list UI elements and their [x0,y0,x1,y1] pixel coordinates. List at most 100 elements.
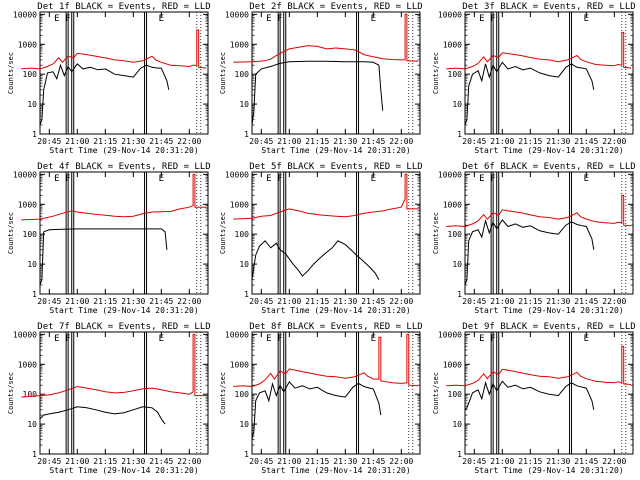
x-tick-label: 21:30 [121,457,145,466]
lld-series-line [21,333,207,398]
events-series-line [39,406,166,425]
x-tick-label: 21:15 [93,297,117,306]
x-tick-label: 21:15 [305,137,329,146]
marker-label: E [584,14,589,24]
plot-frame [251,331,421,455]
x-tick-label: 22:00 [389,457,413,466]
x-axis-label: Start Time (29-Nov-14 20:31:20) [261,146,410,155]
marker-label: E [371,334,376,344]
panel-title: Det 2f BLACK = Events, RED = LLD [249,2,422,12]
events-series-line [464,380,595,411]
x-tick-label: 22:00 [389,137,413,146]
marker-label: E [371,174,376,184]
x-tick-label: 21:15 [305,457,329,466]
x-tick-label: 20:45 [37,297,61,306]
x-tick-label: 20:45 [249,137,273,146]
y-tick-label: 1 [32,290,37,299]
lld-series-line [233,173,419,220]
lld-series-line [21,173,207,221]
marker-label: E [266,334,271,344]
y-tick-label: 1 [32,450,37,459]
panel-title: Det 4f BLACK = Events, RED = LLD [37,162,210,172]
marker-label: F [65,14,70,24]
x-tick-label: 21:15 [93,137,117,146]
x-tick-label: 22:00 [602,297,626,306]
y-tick-label: 10000 [438,10,462,19]
y-tick-label: 100 [23,230,38,239]
detector-panel: Det 9f BLACK = Events, RED = LLD 1 10 100 10… [432,322,636,475]
y-tick-label: 1 [244,130,249,139]
y-tick-label: 1000 [443,40,462,49]
lld-series-line [446,194,632,228]
x-tick-label: 21:30 [546,457,570,466]
y-tick-label: 1000 [18,360,37,369]
y-tick-label: 1 [244,290,249,299]
panel-title: Det 9f BLACK = Events, RED = LLD [462,322,635,332]
y-axis-label: Counts/sec [219,372,227,414]
x-tick-label: 21:45 [574,457,598,466]
x-tick-label: 21:15 [518,137,542,146]
y-tick-label: 1000 [230,360,249,369]
x-tick-label: 21:00 [65,297,89,306]
y-tick-label: 10 [452,100,462,109]
x-tick-label: 21:15 [518,457,542,466]
y-tick-label: 10 [239,260,249,269]
y-tick-label: 100 [448,390,463,399]
x-tick-label: 21:45 [149,297,173,306]
panel-title: Det 5f BLACK = Events, RED = LLD [249,162,422,172]
x-axis-label: Start Time (29-Nov-14 20:31:20) [49,146,198,155]
y-tick-label: 10000 [225,170,249,179]
plot-frame [39,11,209,135]
x-tick-label: 21:00 [490,137,514,146]
y-tick-label: 100 [23,390,38,399]
marker-label: E [159,334,164,344]
marker-label: F [65,334,70,344]
y-tick-label: 10000 [13,170,37,179]
y-tick-label: 10000 [438,170,462,179]
y-tick-label: 100 [235,70,250,79]
y-axis-label: Counts/sec [432,52,440,94]
plot-frame [464,331,634,455]
x-tick-label: 21:00 [490,457,514,466]
y-tick-label: 100 [235,390,250,399]
marker-label: E [584,334,589,344]
y-tick-label: 10 [27,260,37,269]
y-tick-label: 1000 [443,360,462,369]
x-tick-label: 21:15 [93,457,117,466]
y-tick-label: 1000 [230,200,249,209]
y-axis-label: Counts/sec [7,52,15,94]
x-tick-label: 21:30 [546,137,570,146]
marker-label: F [277,174,282,184]
detector-panel: Det 3f BLACK = Events, RED = LLD 1 10 100 10… [432,2,636,155]
x-axis-label: Start Time (29-Nov-14 20:31:20) [261,306,410,315]
y-tick-label: 1000 [18,40,37,49]
y-axis-label: Counts/sec [219,52,227,94]
marker-label: E [54,174,59,184]
y-tick-label: 100 [23,70,38,79]
marker-label: F [490,14,495,24]
y-tick-label: 10000 [225,330,249,339]
y-axis-label: Counts/sec [7,212,15,254]
y-tick-label: 100 [448,70,463,79]
x-tick-label: 22:00 [602,457,626,466]
y-tick-label: 10 [27,100,37,109]
lld-series-line [21,29,207,70]
events-series-line [39,228,168,286]
marker-label: E [266,14,271,24]
x-tick-label: 21:30 [546,297,570,306]
events-series-line [251,60,384,126]
x-tick-label: 21:30 [333,137,357,146]
lld-series-line [233,333,419,388]
lld-series-line [233,13,419,63]
x-tick-label: 20:45 [37,137,61,146]
y-tick-label: 10 [27,420,37,429]
y-axis-label: Counts/sec [7,372,15,414]
x-tick-label: 22:00 [177,457,201,466]
x-tick-label: 22:00 [177,297,201,306]
x-tick-label: 21:00 [277,137,301,146]
marker-label: E [479,174,484,184]
y-tick-label: 1000 [18,200,37,209]
x-tick-label: 21:30 [333,457,357,466]
y-axis-label: Counts/sec [219,212,227,254]
